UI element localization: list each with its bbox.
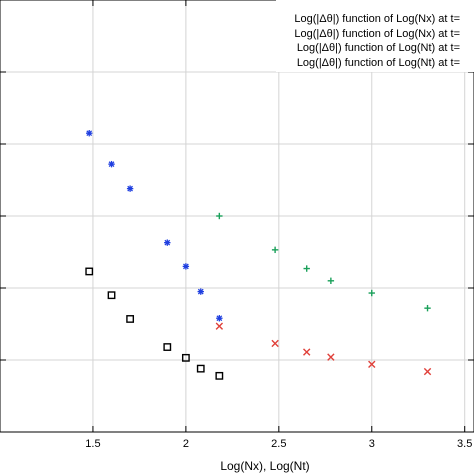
data-point-plus [303,265,310,272]
x-tick-label: 1.5 [85,438,100,450]
x-tick-label: 3.5 [457,438,472,450]
legend-entry-1: Log(|Δθ|) function of Log(Nx) at t= [294,13,460,25]
data-point-plus [368,289,375,297]
data-point-square [181,353,190,362]
legend-box [276,0,474,72]
data-point-star [197,288,204,295]
data-point-plus [327,277,335,284]
legend-entry-2: Log(|Δθ|) function of Log(Nx) at t= [294,28,460,40]
data-point-plus [216,212,223,220]
data-point-star [108,160,115,168]
data-point-x [303,348,311,356]
data-point-star [182,263,190,270]
data-point-plus [424,304,431,312]
data-point-square [215,371,224,380]
data-point-square [163,343,172,351]
data-point-plus [271,246,279,254]
legend-entry-4: Log(|Δθ|) function of Log(Nt) at t= [297,57,460,69]
data-point-square [85,267,94,276]
x-axis-ticks: 1.5 2 2.5 3 3.5 [85,0,472,450]
data-point-square [107,291,116,300]
x-tick-label: 2 [183,438,189,450]
data-point-x [271,339,279,348]
data-point-star [86,130,93,137]
data-point-star [126,185,134,192]
x-axis-label: Log(Nx), Log(Nt) [220,459,309,473]
data-point-star [164,239,171,246]
data-point-star [216,315,223,322]
data-point-x [215,322,224,330]
data-point-x [368,360,376,369]
data-markers [85,130,432,380]
legend-entry-3: Log(|Δθ|) function of Log(Nt) at t= [297,42,460,54]
x-tick-label: 3 [369,438,375,450]
legend: Log(|Δθ|) function of Log(Nx) at t= Log(… [276,0,474,72]
plot-frame [0,0,474,433]
data-point-x [423,367,432,376]
data-point-x [327,353,335,361]
x-tick-label: 2.5 [271,438,286,450]
data-point-square [196,364,205,373]
data-point-square [126,315,135,323]
